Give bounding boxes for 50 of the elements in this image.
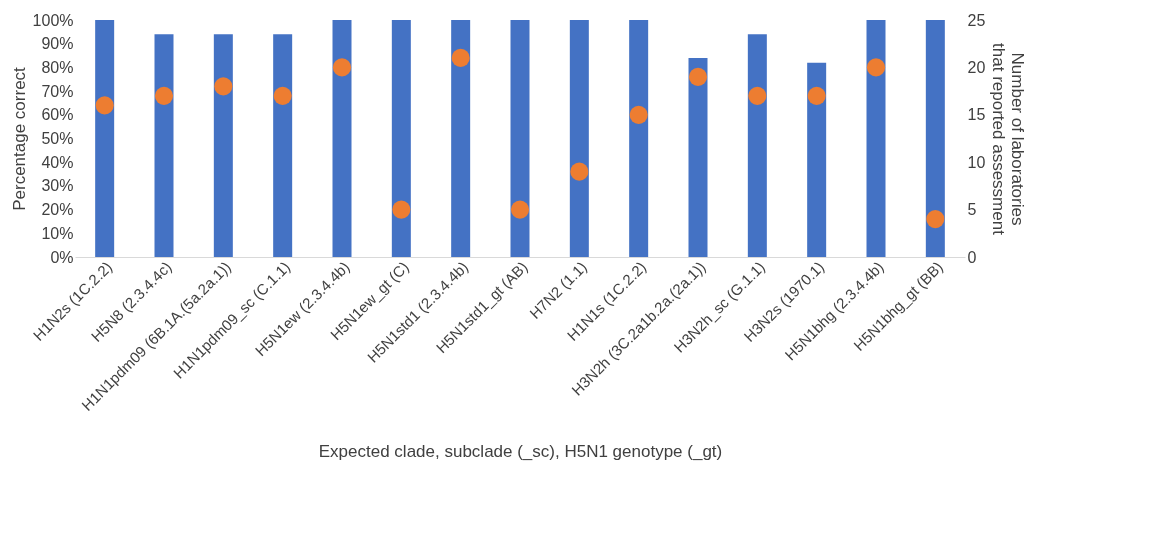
bar: [273, 34, 293, 257]
bar: [391, 20, 411, 257]
y-tick-label: 30%: [41, 177, 74, 195]
y2-tick-label: 15: [967, 106, 986, 124]
y2-tick-label: 5: [967, 201, 977, 219]
point: [510, 200, 530, 219]
bar: [747, 34, 767, 257]
y-tick-label: 10%: [41, 224, 74, 242]
point: [926, 210, 945, 229]
y-axis-title: Percentage correct: [9, 66, 29, 211]
point: [214, 77, 233, 96]
y2-tick-label: 0: [967, 248, 977, 266]
point: [392, 200, 411, 219]
bar: [866, 20, 886, 257]
bar: [332, 20, 352, 257]
point: [748, 86, 767, 105]
bar: [688, 57, 708, 257]
y-tick-label: 20%: [41, 201, 74, 219]
point: [570, 162, 589, 181]
point: [154, 86, 174, 105]
y2-axis-title: Number of laboratories that reported assessment: [989, 43, 1028, 236]
point: [866, 58, 886, 77]
x-axis-title: Expected clade, subclade (_sc), H5N1 genotype (_gt): [318, 441, 723, 461]
bar: [213, 34, 233, 257]
y2-tick-label: 20: [967, 58, 986, 76]
point: [451, 48, 470, 67]
bar: [569, 20, 589, 257]
point: [629, 105, 648, 124]
bar: [629, 20, 649, 257]
point: [273, 86, 292, 105]
bar: [154, 34, 174, 257]
y-tick-label: 50%: [41, 130, 74, 147]
point: [807, 86, 826, 105]
bar: [451, 20, 471, 257]
point: [688, 67, 708, 86]
point: [95, 96, 114, 115]
y-tick-label: 40%: [41, 153, 74, 171]
y2-tick-label: 25: [967, 11, 986, 29]
y-tick-label: 90%: [41, 35, 74, 53]
y-tick-label: 80%: [41, 58, 74, 76]
y2-tick-label: 10: [967, 153, 986, 171]
y-tick-label: 70%: [41, 82, 74, 100]
point: [332, 58, 352, 77]
bar: [807, 62, 827, 257]
bar: [95, 20, 115, 257]
bar: [925, 20, 945, 257]
y-tick-label: 60%: [41, 106, 74, 124]
y-tick-label: 0%: [50, 248, 74, 266]
bar: [510, 20, 530, 257]
y-tick-label: 100%: [32, 11, 74, 29]
